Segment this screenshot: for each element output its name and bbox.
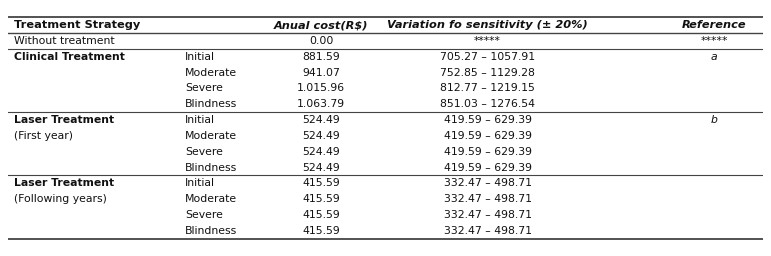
Text: 881.59: 881.59 [302, 52, 340, 62]
Text: 332.47 – 498.71: 332.47 – 498.71 [443, 178, 531, 188]
Text: Treatment Strategy: Treatment Strategy [14, 20, 140, 30]
Text: Initial: Initial [185, 52, 215, 62]
Text: 419.59 – 629.39: 419.59 – 629.39 [443, 163, 531, 173]
Text: 332.47 – 498.71: 332.47 – 498.71 [443, 210, 531, 220]
Text: 415.59: 415.59 [302, 178, 340, 188]
Text: 524.49: 524.49 [302, 131, 340, 141]
Text: 419.59 – 629.39: 419.59 – 629.39 [443, 131, 531, 141]
Text: 705.27 – 1057.91: 705.27 – 1057.91 [440, 52, 535, 62]
Text: 332.47 – 498.71: 332.47 – 498.71 [443, 226, 531, 236]
Text: Anual cost(R$): Anual cost(R$) [274, 20, 369, 30]
Text: Variation fo sensitivity (± 20%): Variation fo sensitivity (± 20%) [387, 20, 588, 30]
Text: 332.47 – 498.71: 332.47 – 498.71 [443, 194, 531, 204]
Text: *****: ***** [700, 36, 728, 46]
Text: 419.59 – 629.39: 419.59 – 629.39 [443, 115, 531, 125]
Text: *****: ***** [474, 36, 501, 46]
Text: Severe: Severe [185, 147, 223, 157]
Text: Moderate: Moderate [185, 68, 237, 78]
Text: (Following years): (Following years) [14, 194, 106, 204]
Text: 1.015.96: 1.015.96 [297, 83, 345, 93]
Text: Blindness: Blindness [185, 99, 237, 109]
Text: Severe: Severe [185, 210, 223, 220]
Text: Severe: Severe [185, 83, 223, 93]
Text: 524.49: 524.49 [302, 147, 340, 157]
Text: b: b [711, 115, 718, 125]
Text: Without treatment: Without treatment [14, 36, 114, 46]
Text: Moderate: Moderate [185, 131, 237, 141]
Text: a: a [711, 52, 718, 62]
Text: 752.85 – 1129.28: 752.85 – 1129.28 [440, 68, 535, 78]
Text: 524.49: 524.49 [302, 163, 340, 173]
Text: 812.77 – 1219.15: 812.77 – 1219.15 [440, 83, 535, 93]
Text: 851.03 – 1276.54: 851.03 – 1276.54 [440, 99, 535, 109]
Text: Blindness: Blindness [185, 226, 237, 236]
Text: 524.49: 524.49 [302, 115, 340, 125]
Text: Moderate: Moderate [185, 194, 237, 204]
Text: 415.59: 415.59 [302, 210, 340, 220]
Text: Laser Treatment: Laser Treatment [14, 178, 114, 188]
Text: Clinical Treatment: Clinical Treatment [14, 52, 125, 62]
Text: 415.59: 415.59 [302, 194, 340, 204]
Text: 419.59 – 629.39: 419.59 – 629.39 [443, 147, 531, 157]
Text: Reference: Reference [682, 20, 746, 30]
Text: 1.063.79: 1.063.79 [297, 99, 345, 109]
Text: Initial: Initial [185, 115, 215, 125]
Text: 0.00: 0.00 [309, 36, 334, 46]
Text: 941.07: 941.07 [302, 68, 340, 78]
Text: (First year): (First year) [14, 131, 72, 141]
Text: Initial: Initial [185, 178, 215, 188]
Text: Laser Treatment: Laser Treatment [14, 115, 114, 125]
Text: Blindness: Blindness [185, 163, 237, 173]
Text: 415.59: 415.59 [302, 226, 340, 236]
